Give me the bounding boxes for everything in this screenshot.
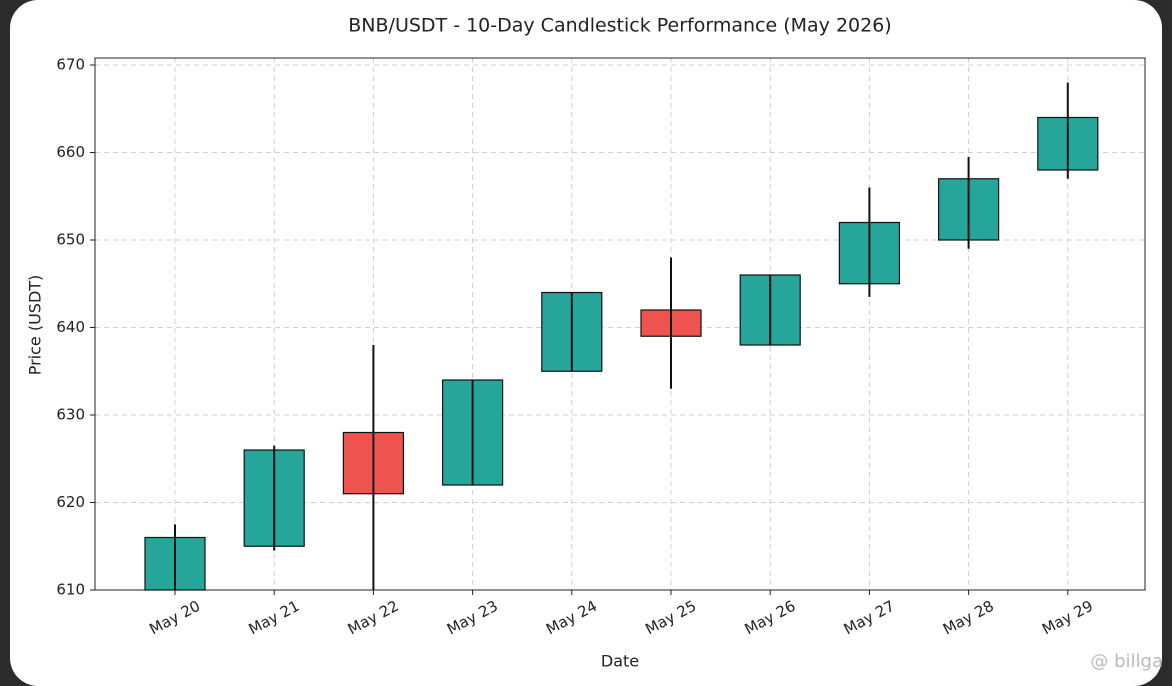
x-tick-label: May 26: [742, 597, 799, 639]
y-tick-label: 630: [56, 406, 85, 424]
x-tick-label: May 23: [444, 597, 501, 639]
x-tick-label: May 22: [345, 597, 402, 639]
chart-title: BNB/USDT - 10-Day Candlestick Performanc…: [348, 15, 891, 37]
x-axis-label: Date: [601, 652, 639, 671]
y-tick-label: 670: [56, 56, 85, 74]
x-tick-label: May 29: [1039, 597, 1096, 639]
y-tick-label: 650: [56, 231, 85, 249]
x-tick-label: May 21: [246, 597, 303, 639]
x-tick-label: May 20: [146, 597, 203, 639]
y-tick-label: 620: [56, 493, 85, 511]
y-tick-label: 610: [56, 581, 85, 599]
plot-frame: [94, 57, 1146, 591]
y-tick-label: 660: [56, 143, 85, 161]
x-tick-label: May 25: [642, 597, 699, 639]
x-tick-label: May 24: [543, 597, 600, 639]
y-axis-label: Price (USDT): [26, 275, 45, 376]
x-tick-label: May 28: [940, 597, 997, 639]
y-tick-label: 640: [56, 318, 85, 336]
x-tick-label: May 27: [841, 597, 898, 639]
watermark: @ billga: [1090, 651, 1163, 672]
